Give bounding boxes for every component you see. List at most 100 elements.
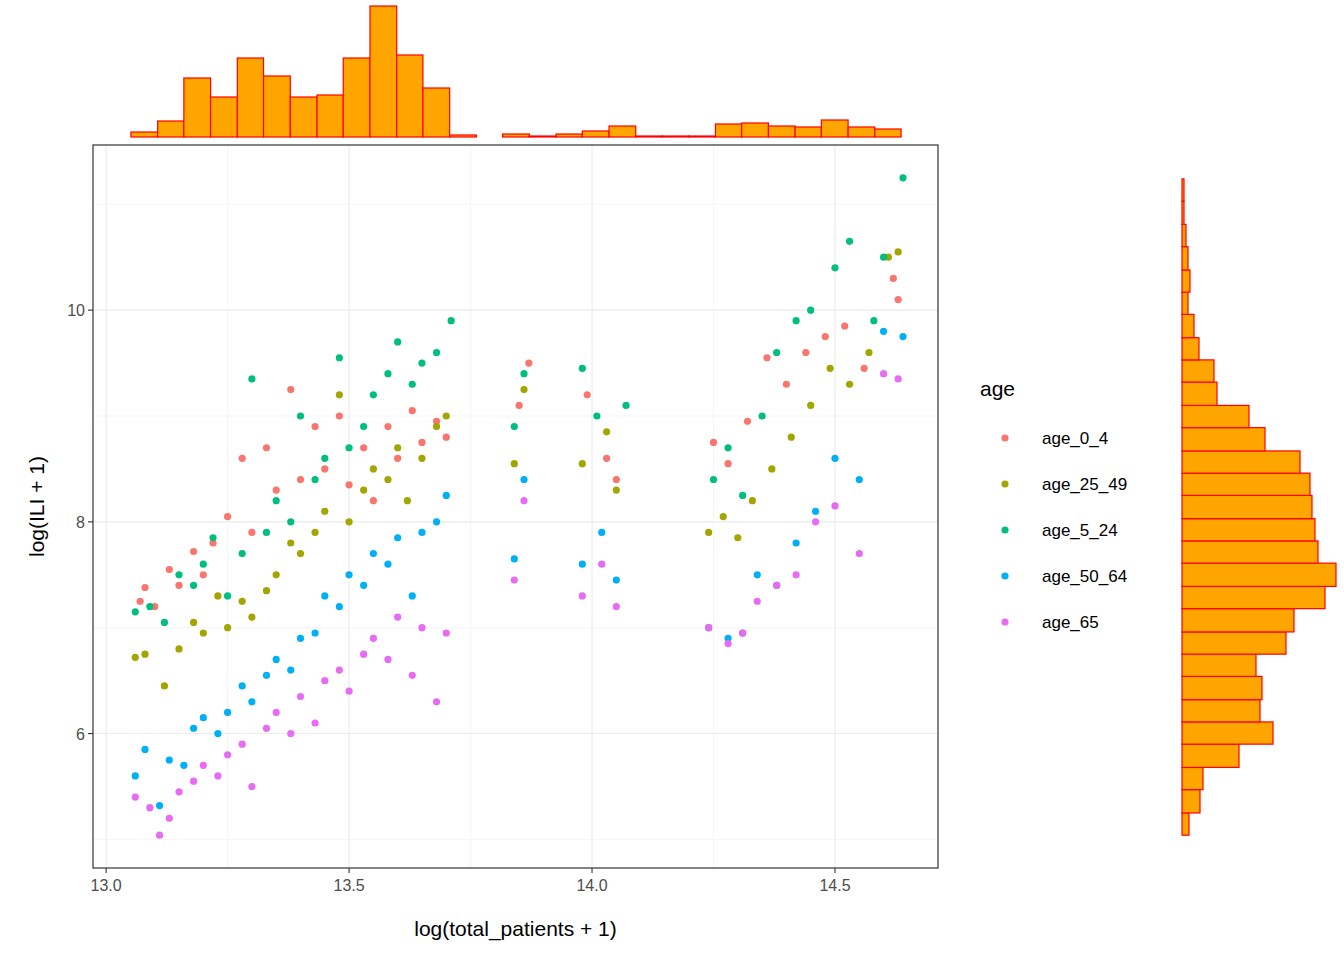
point [827,365,834,372]
point [598,561,605,568]
point [443,629,450,636]
point [511,555,518,562]
series-0 [137,275,902,610]
histogram-bar [1182,179,1184,201]
point [409,407,416,414]
histogram-bar [211,97,238,137]
point [239,682,246,689]
point [248,529,255,536]
point [287,386,294,393]
histogram-bar [768,126,795,137]
point [224,624,231,631]
point [433,349,440,356]
point [861,365,868,372]
point [263,529,270,536]
histogram-bar [1182,767,1203,789]
point [622,402,629,409]
point [793,539,800,546]
point [321,508,328,515]
point [613,603,620,610]
histogram-bar [1182,609,1294,632]
point [146,804,153,811]
point [579,365,586,372]
histogram-bar [370,6,397,137]
point [890,275,897,282]
point [345,571,352,578]
point [190,619,197,626]
point [822,333,829,340]
histogram-bar [1182,563,1336,586]
point [214,730,221,737]
point [273,486,280,493]
minor-grid-x [713,145,714,868]
point [384,561,391,568]
point [603,428,610,435]
series-1 [132,248,902,689]
histogram-bar [1182,722,1273,744]
histogram-bar [1182,790,1200,813]
point [511,576,518,583]
point [895,375,902,382]
point [161,682,168,689]
point [224,513,231,520]
point [248,698,255,705]
point [394,614,401,621]
point [409,672,416,679]
legend-swatch [1001,480,1008,487]
point [433,518,440,525]
point [370,391,377,398]
point [763,354,770,361]
x-tick [591,868,592,873]
histogram-bar [184,78,211,137]
histogram-bar [1182,495,1312,518]
histogram-bar [1182,813,1189,835]
point [200,714,207,721]
histogram-bar [1182,700,1260,722]
point [190,778,197,785]
point [156,832,163,839]
point [511,423,518,430]
x-tick-label: 13.0 [91,877,122,894]
x-tick [834,868,835,873]
legend-label: age_25_49 [1042,475,1127,494]
histogram-bar [875,129,901,137]
point [593,412,600,419]
point [161,619,168,626]
minor-grid-y [93,204,938,205]
point [511,460,518,467]
point [720,513,727,520]
point [311,476,318,483]
point [384,370,391,377]
point [360,582,367,589]
point [812,518,819,525]
point [831,502,838,509]
histogram-bar [715,124,741,137]
point [224,592,231,599]
point [263,672,270,679]
legend-swatch [1001,434,1008,441]
y-tick-label: 10 [67,302,85,319]
point [744,418,751,425]
point [705,624,712,631]
point [516,402,523,409]
point [239,550,246,557]
point [287,539,294,546]
histogram-bar [1182,314,1194,337]
point [394,338,401,345]
point [273,656,280,663]
point [525,359,532,366]
point [239,741,246,748]
histogram-bar [1182,405,1249,427]
x-tick-label: 14.5 [819,877,850,894]
histogram-bar [290,97,317,137]
point [880,328,887,335]
histogram-bar [795,127,821,137]
point [443,434,450,441]
legend-swatch [1001,572,1008,579]
point [321,677,328,684]
point [263,444,270,451]
histogram-bar [1182,224,1186,246]
x-tick-label: 14.0 [576,877,607,894]
point [287,666,294,673]
histogram-bar [503,134,530,137]
